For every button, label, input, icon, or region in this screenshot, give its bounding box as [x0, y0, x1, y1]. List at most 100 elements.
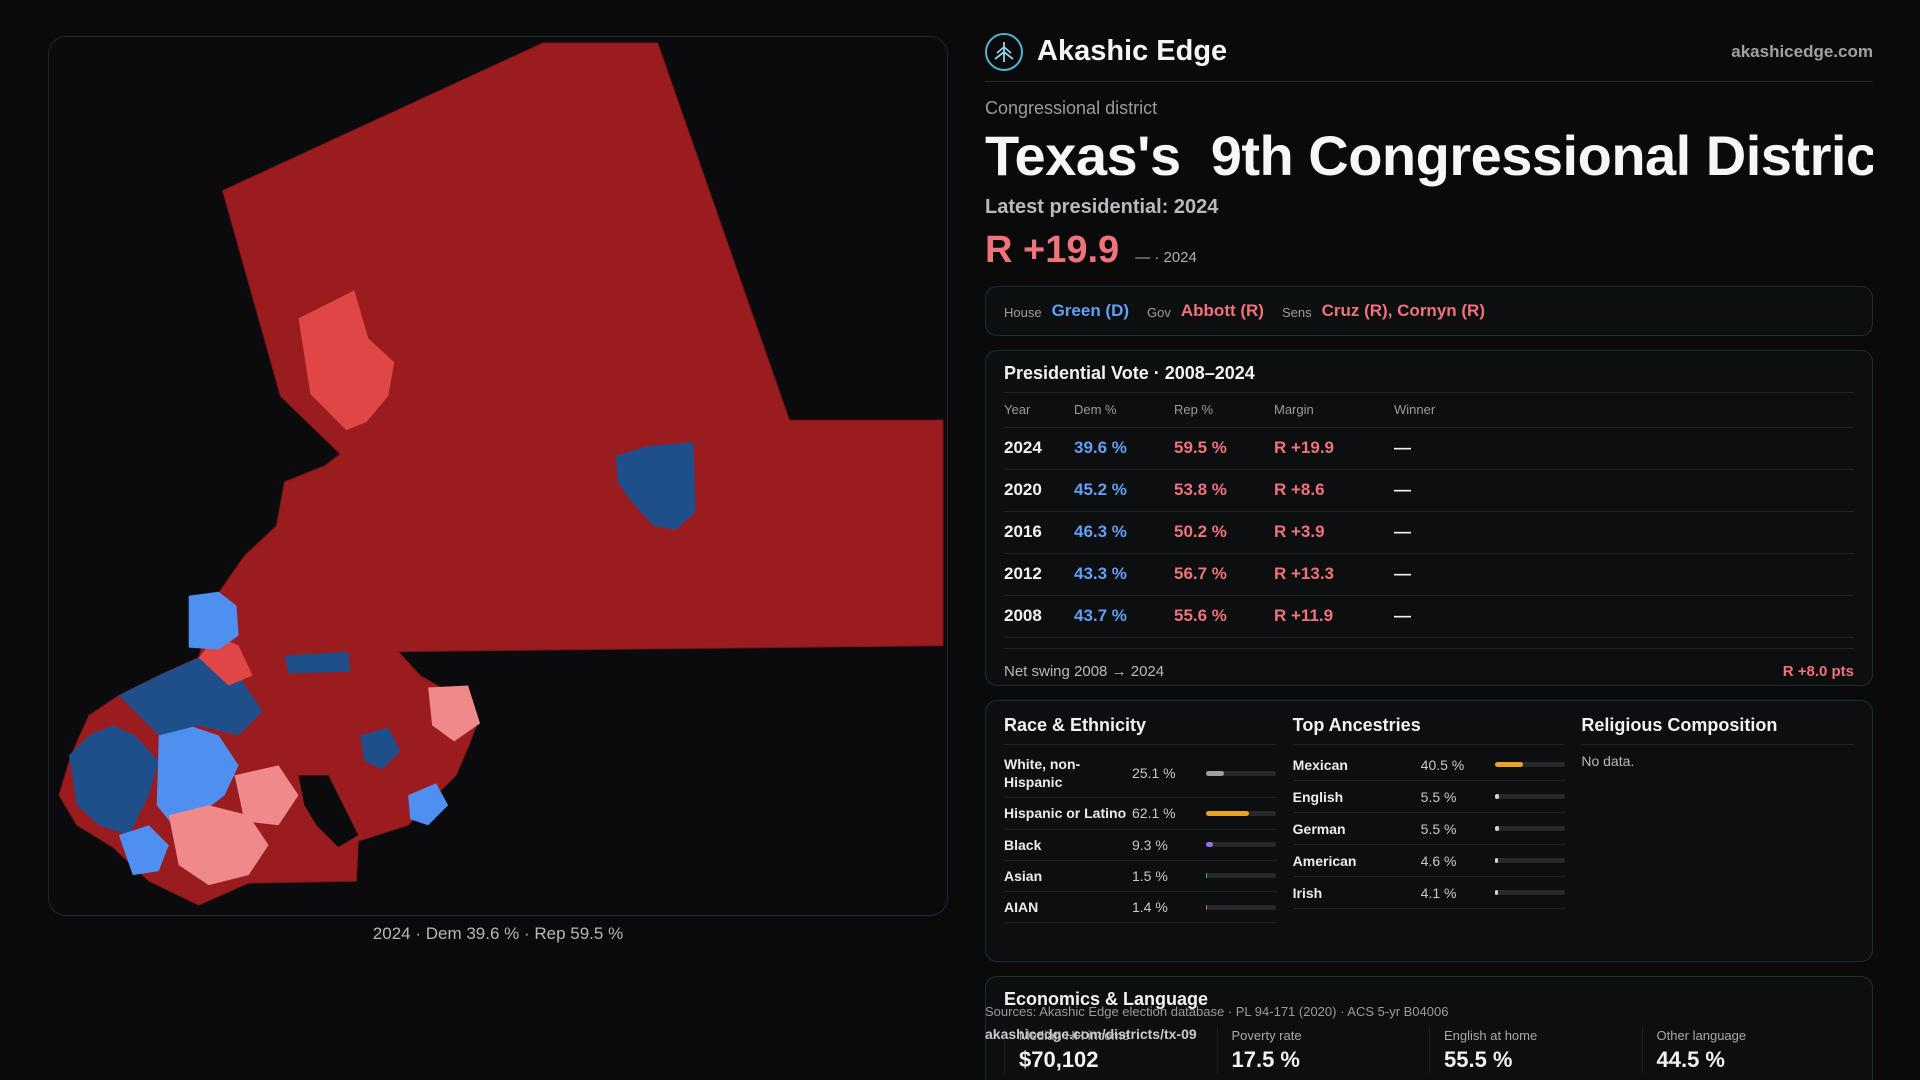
district-map-svg[interactable] [49, 37, 947, 915]
race-name: Black [1004, 836, 1042, 853]
race-row: AIAN 1.4 % [1004, 892, 1277, 924]
latest-presidential-label: Latest presidential: 2024 [985, 196, 1219, 218]
row-dem: 43.3 % [1074, 553, 1174, 596]
precinct-region[interactable] [615, 442, 696, 530]
ancestry-name: English [1292, 788, 1344, 805]
net-swing-label: Net swing 2008 → 2024 [1004, 662, 1165, 680]
row-dem: 43.7 % [1074, 595, 1174, 638]
race-list: White, non-Hispanic 25.1 % Hispanic or Lat… [1004, 749, 1277, 924]
race-name: White, non-Hispanic [1004, 756, 1081, 791]
race-pct: 25.1 % [1132, 765, 1176, 782]
ancestry-bar-track [1494, 890, 1565, 895]
presidential-vote-title: Presidential Vote · 2008–2024 [1004, 363, 1854, 393]
row-dem: 45.2 % [1074, 469, 1174, 512]
race-row: Asian 1.5 % [1004, 861, 1277, 892]
race-title: Race & Ethnicity [1004, 715, 1277, 745]
col-rep: Rep % [1174, 393, 1274, 428]
row-rep: 55.6 % [1174, 595, 1274, 638]
ancestry-row: English 5.5 % [1292, 781, 1566, 813]
race-pct: 1.5 % [1132, 867, 1168, 884]
precinct-region[interactable] [298, 290, 395, 431]
race-bar-track [1206, 770, 1276, 776]
table-row[interactable]: 2024 39.6 % 59.5 % R +19.9 — [1004, 427, 1854, 470]
race-bar-fill [1206, 873, 1208, 879]
ancestry-pct: 5.5 % [1420, 820, 1457, 837]
econ-value: 17.5 % [1231, 1047, 1301, 1072]
row-margin: R +19.9 [1274, 427, 1394, 470]
econ-cell: Other language 44.5 % [1641, 1028, 1855, 1073]
row-rep: 50.2 % [1174, 511, 1274, 554]
precinct-region[interactable] [234, 765, 299, 826]
net-swing-value: R +8.0 pts [1782, 662, 1854, 680]
source-url-link[interactable]: akashicedge.com/districts/tx-09 [985, 1026, 1197, 1042]
ancestry-name: Irish [1292, 884, 1323, 901]
race-name: AIAN [1004, 898, 1039, 915]
governor[interactable]: Abbott (R) [1180, 301, 1264, 320]
econ-cell: Poverty rate 17.5 % [1216, 1028, 1430, 1073]
brand-name[interactable]: Akashic Edge [1037, 35, 1228, 67]
econ-label: Other language [1656, 1028, 1747, 1043]
ancestry-name: American [1292, 852, 1357, 869]
economics-title: Economics & Language [1004, 989, 1209, 1009]
ancestry-bar-track [1494, 762, 1565, 767]
row-year: 2016 [1004, 511, 1074, 554]
col-year: Year [1004, 393, 1074, 428]
economics-cells: Median HH income $70,102 Poverty rate 17… [1004, 1028, 1854, 1073]
precinct-region[interactable] [118, 825, 169, 876]
table-row[interactable]: 2012 43.3 % 56.7 % R +13.3 — [1004, 553, 1854, 596]
precinct-region[interactable] [168, 805, 269, 886]
map-caption: 2024 · Dem 39.6 % · Rep 59.5 % [372, 924, 624, 943]
precinct-region[interactable] [408, 783, 449, 826]
margin-value: R +19.9 [985, 229, 1120, 271]
gov-key: Gov [1147, 305, 1171, 320]
econ-cell: English at home 55.5 % [1429, 1028, 1642, 1073]
race-pct: 62.1 % [1132, 805, 1176, 822]
race-bar-track [1206, 810, 1276, 816]
ancestry-bar-track [1494, 826, 1565, 831]
officials-bar: House Green (D) Gov Abbott (R) Sens Cruz… [985, 286, 1873, 336]
house-key: House [1004, 305, 1042, 320]
row-winner: — [1394, 553, 1854, 596]
ancestry-pct: 4.6 % [1420, 852, 1457, 869]
precinct-region[interactable] [360, 727, 401, 770]
col-margin: Margin [1274, 393, 1394, 428]
race-row: Black 9.3 % [1004, 830, 1277, 861]
table-row[interactable]: 2020 45.2 % 53.8 % R +8.6 — [1004, 469, 1854, 512]
brand-url-link[interactable]: akashicedge.com [1731, 41, 1873, 61]
precinct-region[interactable] [188, 591, 239, 650]
race-pct: 1.4 % [1132, 899, 1168, 916]
race-ethnicity-section: Race & Ethnicity White, non-Hispanic 25.1… [1004, 715, 1277, 961]
row-margin: R +13.3 [1274, 553, 1394, 596]
religion-title: Religious Composition [1581, 715, 1855, 745]
race-name: Asian [1004, 867, 1043, 884]
row-margin: R +11.9 [1274, 595, 1394, 638]
row-rep: 59.5 % [1174, 427, 1274, 470]
econ-label: Poverty rate [1231, 1028, 1302, 1043]
district-map[interactable] [48, 36, 948, 916]
precinct-region[interactable] [58, 42, 944, 906]
senators[interactable]: Cruz (R), Cornyn (R) [1321, 301, 1485, 320]
ancestry-bar-fill [1494, 858, 1498, 863]
race-bar-track [1206, 873, 1276, 879]
col-dem: Dem % [1074, 393, 1174, 428]
ancestries-section: Top Ancestries Mexican 40.5 % English 5.5 %… [1292, 715, 1566, 961]
table-row[interactable]: 2008 43.7 % 55.6 % R +11.9 — [1004, 595, 1854, 638]
precinct-region[interactable] [68, 725, 159, 836]
table-row[interactable]: 2016 46.3 % 50.2 % R +3.9 — [1004, 511, 1854, 554]
precinct-region[interactable] [188, 747, 235, 796]
house-representative[interactable]: Green (D) [1051, 301, 1130, 320]
race-bar-track [1206, 842, 1276, 848]
tree-logo-icon[interactable] [985, 32, 1023, 71]
margin-row: R +19.9 — · 2024 [985, 229, 1873, 272]
ancestry-row: Irish 4.1 % [1292, 877, 1566, 909]
row-year: 2012 [1004, 553, 1074, 596]
ancestry-title: Top Ancestries [1292, 715, 1566, 745]
precinct-region[interactable] [428, 685, 481, 742]
race-row: Hispanic or Latino 62.1 % [1004, 798, 1277, 830]
ancestry-pct: 40.5 % [1420, 756, 1465, 773]
row-year: 2008 [1004, 595, 1074, 638]
brand-left: Akashic Edge [985, 32, 1228, 71]
presidential-vote-card: Presidential Vote · 2008–2024 Year Dem %… [985, 350, 1873, 686]
precinct-region[interactable] [284, 651, 351, 674]
religion-section: Religious Composition No data. [1581, 715, 1855, 961]
